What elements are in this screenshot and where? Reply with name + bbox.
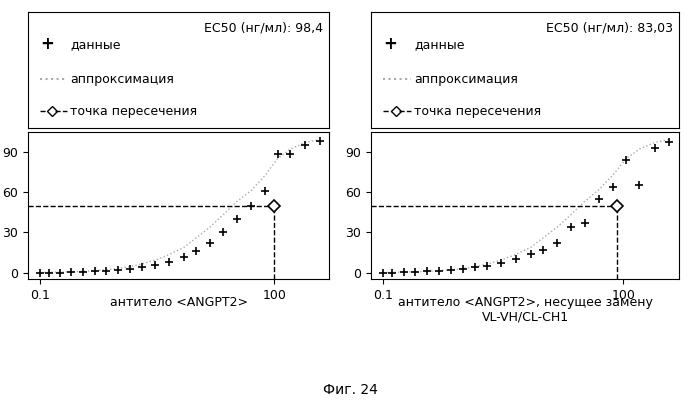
Text: аппроксимация: аппроксимация <box>414 72 518 85</box>
Text: точка пересечения: точка пересечения <box>414 105 541 118</box>
Text: Фиг. 24: Фиг. 24 <box>323 383 377 397</box>
Text: точка пересечения: точка пересечения <box>70 105 197 118</box>
Text: данные: данные <box>70 38 120 51</box>
Text: EC50 (нг/мл): 98,4: EC50 (нг/мл): 98,4 <box>204 21 323 34</box>
Text: +: + <box>384 36 397 53</box>
Text: данные: данные <box>414 38 465 51</box>
Text: антитело <ANGPT2>, несущее замену
VL-VH/CL-CH1: антитело <ANGPT2>, несущее замену VL-VH/… <box>398 296 652 324</box>
Text: +: + <box>40 36 54 53</box>
Text: EC50 (нг/мл): 83,03: EC50 (нг/мл): 83,03 <box>546 21 673 34</box>
Text: антитело <ANGPT2>: антитело <ANGPT2> <box>109 296 248 309</box>
Text: аппроксимация: аппроксимация <box>70 72 174 85</box>
